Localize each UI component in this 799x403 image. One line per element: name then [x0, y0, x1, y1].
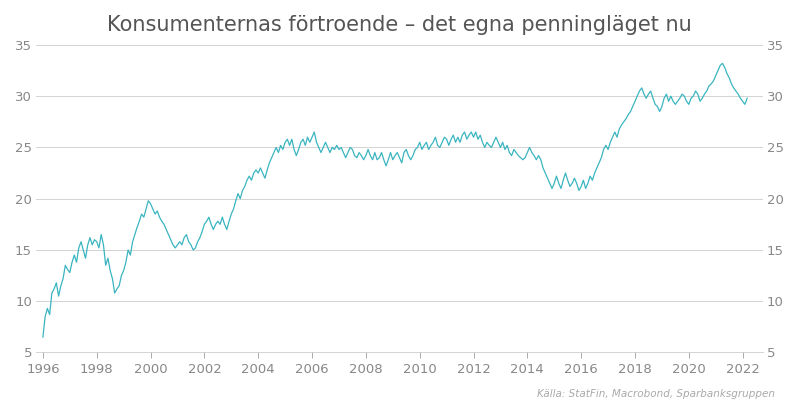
Text: Källa: StatFin, Macrobond, Sparbanksgruppen: Källa: StatFin, Macrobond, Sparbanksgrup… — [537, 389, 775, 399]
Title: Konsumenternas förtroende – det egna penningläget nu: Konsumenternas förtroende – det egna pen… — [107, 15, 692, 35]
